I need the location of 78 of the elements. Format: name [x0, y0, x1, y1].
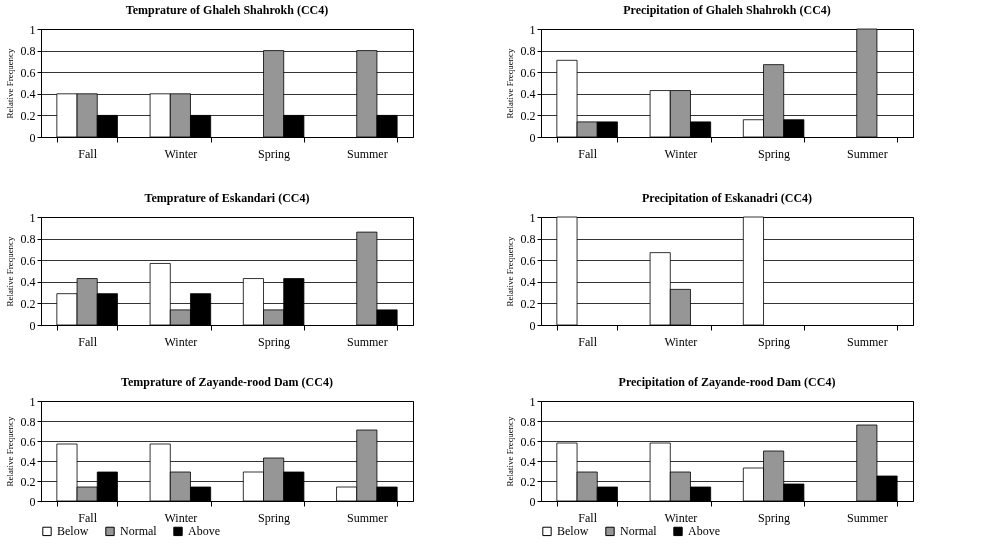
y-tick-label: 0.4	[520, 87, 536, 102]
x-tick-label: Summer	[347, 510, 388, 525]
x-tick-label: Summer	[847, 146, 888, 161]
y-tick-label: 0	[29, 318, 36, 333]
y-tick-label: 0.6	[20, 253, 36, 268]
y-tick-label: 0.2	[520, 296, 536, 311]
y-axis-title: Relative Frequency	[4, 235, 15, 307]
y-tick-label: 0.8	[20, 414, 36, 429]
y-tick-label: 0	[529, 494, 536, 509]
chart-title: Temprature of Ghaleh Shahrokh (CC4)	[125, 3, 329, 17]
legend-label: Below	[57, 524, 89, 539]
x-tick-label: Spring	[258, 146, 291, 161]
legend-label: Above	[188, 524, 220, 539]
y-axis-title: Relative Frequency	[504, 47, 515, 119]
y-tick-label: 0.6	[20, 65, 36, 80]
y-tick-label: 1	[529, 22, 536, 37]
chart-title: Temprature of Eskandari (CC4)	[144, 191, 310, 205]
y-tick-label: 0.6	[520, 65, 536, 80]
y-tick-label: 1	[29, 210, 36, 225]
y-tick-label: 0.4	[20, 454, 36, 469]
chart-title: Precipitation of Ghaleh Shahrokh (CC4)	[623, 3, 831, 17]
x-tick-label: Fall	[578, 334, 598, 349]
y-tick-label: 0.8	[520, 232, 536, 247]
y-tick-label: 0.2	[20, 108, 36, 123]
x-tick-label: Fall	[578, 510, 598, 525]
x-tick-label: Winter	[664, 146, 698, 161]
y-tick-label: 1	[29, 394, 36, 409]
x-tick-label: Winter	[164, 510, 198, 525]
x-tick-label: Spring	[758, 146, 791, 161]
y-tick-label: 0.6	[520, 253, 536, 268]
x-tick-label: Spring	[258, 334, 291, 349]
y-axis-title: Relative Frequency	[4, 415, 15, 487]
legend-label: Normal	[120, 524, 158, 539]
x-tick-label: Spring	[758, 510, 791, 525]
y-tick-label: 0.6	[520, 434, 536, 449]
y-tick-label: 0.6	[20, 434, 36, 449]
x-tick-label: Winter	[664, 510, 698, 525]
x-tick-label: Summer	[847, 510, 888, 525]
x-tick-label: Summer	[847, 334, 888, 349]
x-tick-label: Summer	[347, 146, 388, 161]
x-tick-label: Fall	[78, 334, 98, 349]
x-tick-label: Fall	[578, 146, 598, 161]
y-tick-label: 0.2	[20, 296, 36, 311]
y-tick-label: 1	[529, 394, 536, 409]
y-tick-label: 0.8	[520, 414, 536, 429]
x-tick-label: Spring	[258, 510, 291, 525]
y-tick-label: 0.4	[520, 454, 536, 469]
y-tick-label: 0.2	[520, 108, 536, 123]
chart-title: Precipitation of Zayande-rood Dam (CC4)	[618, 375, 836, 389]
x-tick-label: Winter	[664, 334, 698, 349]
y-tick-label: 0	[29, 494, 36, 509]
x-tick-label: Fall	[78, 510, 98, 525]
x-tick-label: Winter	[164, 334, 198, 349]
y-tick-label: 0	[29, 130, 36, 145]
y-tick-label: 0.4	[520, 275, 536, 290]
y-tick-label: 0	[529, 130, 536, 145]
chart-title: Temprature of Zayande-rood Dam (CC4)	[121, 375, 333, 389]
y-axis-title: Relative Frequency	[504, 415, 515, 487]
y-tick-label: 0.8	[20, 44, 36, 59]
legend-label: Below	[557, 524, 589, 539]
x-tick-label: Winter	[164, 146, 198, 161]
y-tick-label: 0	[529, 318, 536, 333]
x-tick-label: Fall	[78, 146, 98, 161]
chart-title: Precipitation of Eskanadri (CC4)	[641, 191, 813, 205]
y-tick-label: 0.2	[20, 474, 36, 489]
y-axis-title: Relative Frequency	[504, 235, 515, 307]
y-axis-title: Relative Frequency	[4, 47, 15, 119]
y-tick-label: 1	[29, 22, 36, 37]
y-tick-label: 0.4	[20, 87, 36, 102]
legend-label: Normal	[620, 524, 658, 539]
y-tick-label: 1	[529, 210, 536, 225]
x-tick-label: Summer	[347, 334, 388, 349]
y-tick-label: 0.8	[520, 44, 536, 59]
y-tick-label: 0.4	[20, 275, 36, 290]
y-tick-label: 0.8	[20, 232, 36, 247]
y-tick-label: 0.2	[520, 474, 536, 489]
x-tick-label: Spring	[758, 334, 791, 349]
legend-label: Above	[688, 524, 720, 539]
